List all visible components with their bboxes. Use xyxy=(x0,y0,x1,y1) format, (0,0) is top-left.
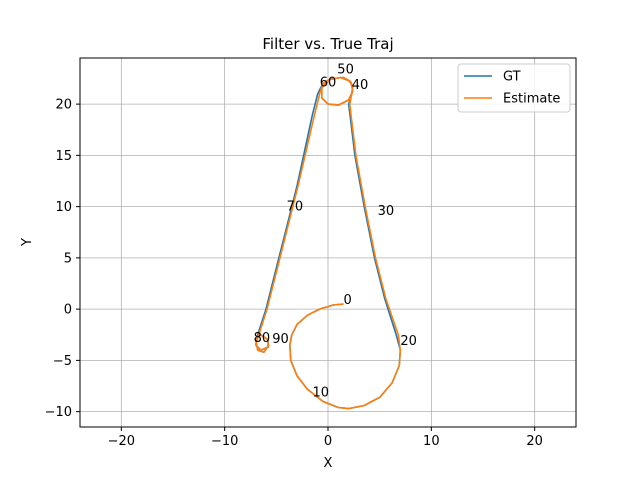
y-tick-label: 5 xyxy=(64,251,72,266)
annotation-label: 0 xyxy=(344,293,352,308)
annotation-label: 80 xyxy=(254,331,271,346)
annotation-label: 50 xyxy=(337,62,354,77)
y-tick-label: 10 xyxy=(55,200,72,215)
y-tick-label: 15 xyxy=(55,149,72,164)
y-axis-label: Y xyxy=(20,238,35,247)
annotation-label: 70 xyxy=(287,200,304,215)
x-tick-label: 20 xyxy=(526,434,543,449)
ticks: −20 −10 0 10 20 −10 −5 0 5 10 15 20 xyxy=(45,98,543,449)
annotation-label: 40 xyxy=(352,78,369,93)
x-tick-label: 10 xyxy=(423,434,440,449)
x-tick-label: −10 xyxy=(211,434,238,449)
annotation-label: 90 xyxy=(272,332,289,347)
grid xyxy=(80,58,576,427)
legend-label: GT xyxy=(503,70,521,85)
x-axis-label: X xyxy=(324,456,333,471)
chart-title: Filter vs. True Traj xyxy=(262,35,393,53)
x-tick-label: −20 xyxy=(108,434,135,449)
y-tick-label: −5 xyxy=(53,354,72,369)
series-layer xyxy=(254,76,402,410)
y-tick-label: 0 xyxy=(64,303,72,318)
annotation-label: 60 xyxy=(320,76,337,91)
series-line-estimate xyxy=(254,76,402,410)
x-tick-label: 0 xyxy=(324,434,332,449)
annotation-label: 10 xyxy=(313,385,330,400)
legend-label: Estimate xyxy=(503,92,560,107)
annotation-label: 30 xyxy=(378,204,395,219)
y-tick-label: 20 xyxy=(55,98,72,113)
annotation-label: 20 xyxy=(400,334,417,349)
y-tick-label: −10 xyxy=(45,405,72,420)
legend: GT Estimate xyxy=(457,63,571,113)
